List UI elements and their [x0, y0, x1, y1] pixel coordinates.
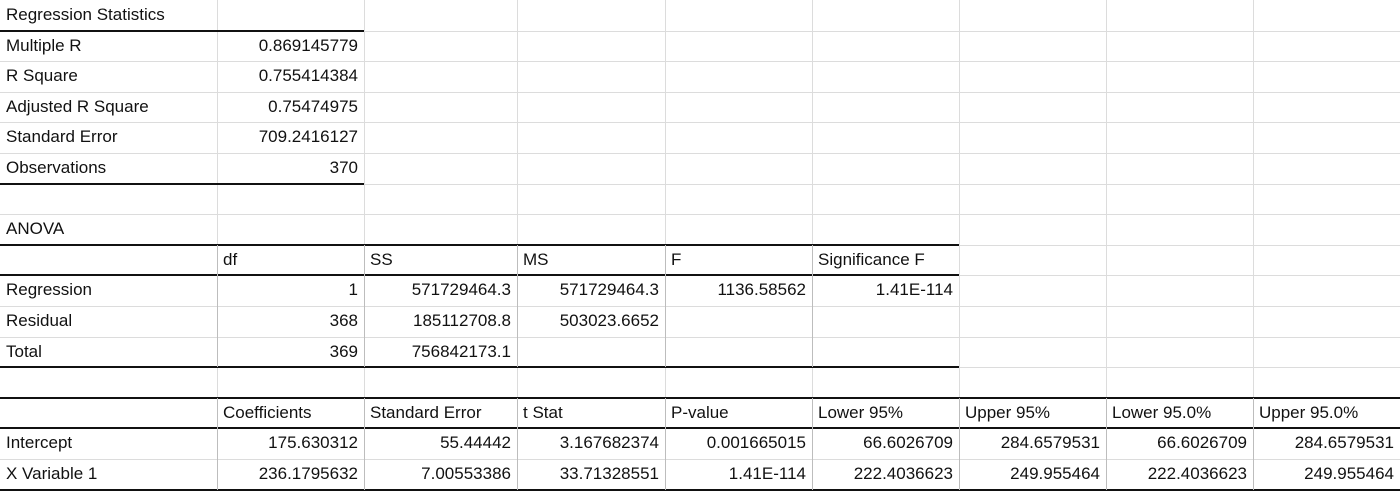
coefficient-value[interactable]: 0.001665015 — [706, 433, 806, 453]
anova-value[interactable]: 368 — [329, 311, 358, 330]
coefficients-column-separator — [517, 398, 518, 490]
anova-header[interactable]: Significance F — [818, 249, 925, 269]
anova-value[interactable]: 369 — [329, 341, 358, 361]
coefficient-value[interactable]: 284.6579531 — [1294, 433, 1394, 453]
regression-statistics-title[interactable]: Regression Statistics — [6, 5, 165, 24]
anova-value[interactable]: 571729464.3 — [559, 280, 659, 300]
coefficients-header[interactable]: Lower 95% — [818, 402, 904, 422]
anova-value[interactable] — [665, 306, 812, 337]
stat-label[interactable]: Multiple R — [6, 35, 82, 55]
anova-column-separator — [812, 245, 813, 367]
coefficients-header[interactable]: Lower 95.0% — [1112, 402, 1212, 422]
grid-row-line — [0, 122, 1400, 123]
anova-header[interactable]: SS — [370, 249, 393, 269]
coefficient-value[interactable]: 249.955464 — [1304, 464, 1394, 483]
anova-header-border — [0, 274, 959, 276]
anova-header[interactable]: F — [671, 249, 682, 269]
grid-row-line — [0, 31, 1400, 32]
grid-row-line — [0, 306, 1400, 307]
grid-row-line — [0, 61, 1400, 62]
anova-value[interactable]: 1136.58562 — [717, 280, 806, 300]
anova-value[interactable] — [812, 337, 959, 368]
coefficients-column-separator — [812, 398, 813, 490]
grid-row-line — [0, 184, 1400, 185]
coefficient-value[interactable]: 284.6579531 — [1000, 433, 1100, 453]
anova-column-separator — [665, 245, 666, 367]
anova-column-separator — [217, 245, 218, 367]
coefficient-value[interactable]: 3.167682374 — [559, 433, 659, 453]
coefficient-value[interactable]: 222.4036623 — [1147, 464, 1247, 483]
anova-column-separator — [364, 245, 365, 367]
grid-row-line — [0, 214, 1400, 215]
anova-row-label[interactable]: Residual — [6, 311, 73, 330]
grid-row-line — [0, 92, 1400, 93]
anova-value[interactable]: 185112708.8 — [412, 311, 511, 330]
coefficients-header[interactable]: t Stat — [523, 402, 563, 422]
coefficient-value[interactable]: 175.630312 — [268, 433, 358, 453]
coefficients-column-separator — [364, 398, 365, 490]
coefficients-column-separator — [665, 398, 666, 490]
grid-row-line — [0, 459, 1400, 460]
stat-value[interactable]: 0.869145779 — [258, 35, 358, 55]
coefficient-value[interactable]: 236.1795632 — [258, 464, 358, 483]
coefficient-value[interactable]: 222.4036623 — [853, 464, 953, 483]
coefficient-value[interactable]: 7.00553386 — [421, 464, 511, 483]
coefficient-value[interactable]: 66.6026709 — [863, 433, 953, 453]
stat-value[interactable]: 0.75474975 — [268, 96, 358, 116]
stat-value[interactable]: 0.755414384 — [258, 66, 358, 86]
coefficients-column-separator — [959, 398, 960, 490]
stat-value[interactable]: 370 — [329, 158, 358, 177]
grid-row-line — [0, 337, 1400, 338]
coefficients-top-border — [0, 397, 1400, 399]
anova-column-separator — [517, 245, 518, 367]
stat-label[interactable]: Standard Error — [6, 127, 118, 147]
coefficient-value[interactable]: 1.41E-114 — [728, 464, 806, 483]
coefficient-value[interactable]: 249.955464 — [1010, 464, 1100, 483]
anova-title[interactable]: ANOVA — [6, 219, 65, 239]
coefficients-column-separator — [1253, 398, 1254, 490]
anova-header[interactable]: df — [223, 249, 238, 269]
stat-label[interactable]: Adjusted R Square — [6, 96, 149, 116]
stat-label[interactable]: R Square — [6, 66, 78, 86]
coefficients-header[interactable]: Coefficients — [223, 402, 312, 422]
coefficients-header[interactable]: Standard Error — [370, 402, 482, 422]
grid-row-line — [0, 153, 1400, 154]
anova-value[interactable]: 503023.6652 — [559, 311, 659, 330]
coefficients-column-separator — [217, 398, 218, 490]
coefficient-row-label[interactable]: X Variable 1 — [6, 464, 98, 483]
coefficients-header[interactable]: Upper 95% — [965, 402, 1051, 422]
coefficient-value[interactable]: 33.71328551 — [559, 464, 659, 483]
coefficients-header[interactable]: Upper 95.0% — [1259, 402, 1359, 422]
anova-header[interactable]: MS — [523, 249, 549, 269]
anova-value[interactable] — [517, 337, 665, 368]
coefficient-value[interactable]: 55.44442 — [440, 433, 511, 453]
stat-value[interactable]: 709.2416127 — [258, 127, 358, 147]
coefficient-value[interactable]: 66.6026709 — [1157, 433, 1247, 453]
anova-top-border — [0, 244, 959, 246]
coefficients-header-border — [0, 427, 1400, 429]
stat-label[interactable]: Observations — [6, 158, 107, 177]
anova-bottom-border — [0, 366, 959, 368]
stats-header-border — [0, 30, 364, 32]
coefficient-row-label[interactable]: Intercept — [6, 433, 73, 453]
anova-value[interactable] — [812, 306, 959, 337]
coefficients-column-separator — [1106, 398, 1107, 490]
anova-value[interactable]: 1.41E-114 — [875, 280, 953, 300]
anova-value[interactable]: 1 — [348, 280, 358, 300]
anova-value[interactable]: 571729464.3 — [411, 280, 511, 300]
stats-bottom-border — [0, 183, 364, 185]
anova-row-label[interactable]: Total — [6, 341, 42, 361]
anova-row-label[interactable]: Regression — [6, 280, 92, 300]
coefficients-header[interactable]: P-value — [671, 402, 729, 422]
anova-value[interactable] — [665, 337, 812, 368]
anova-value[interactable]: 756842173.1 — [411, 341, 511, 361]
